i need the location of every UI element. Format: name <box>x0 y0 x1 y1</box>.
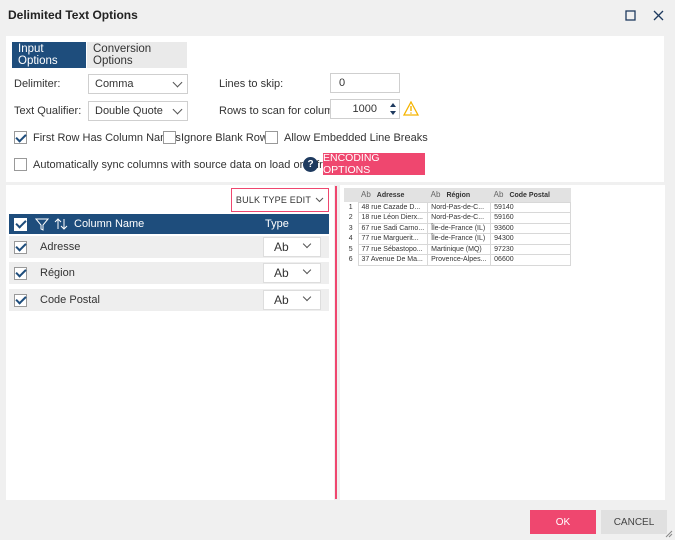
column-row: Code Postal Ab <box>9 289 329 311</box>
cancel-button[interactable]: CANCEL <box>601 510 667 534</box>
first-row-label: First Row Has Column Names <box>33 132 181 144</box>
preview-row: 5 77 rue Sébastopo... Martinique (MQ) 97230 <box>344 243 572 255</box>
bulk-type-edit-button[interactable]: BULK TYPE EDIT <box>231 188 329 212</box>
panel-splitter[interactable] <box>335 186 337 499</box>
chevron-down-icon <box>172 77 183 87</box>
sort-icon[interactable] <box>54 217 68 231</box>
type-value: Ab <box>274 293 289 307</box>
rows-scan-stepper[interactable] <box>389 101 397 117</box>
delimiter-select[interactable]: Comma <box>88 74 188 94</box>
column-name: Région <box>40 267 75 279</box>
chevron-down-icon <box>315 197 324 203</box>
chevron-down-icon <box>302 239 312 249</box>
text-type-icon: Ab <box>493 190 504 200</box>
select-all-checkbox[interactable] <box>14 217 27 231</box>
column-name: Code Postal <box>40 294 100 306</box>
allow-breaks-checkbox[interactable] <box>265 131 278 144</box>
help-icon[interactable]: ? <box>303 157 318 172</box>
type-header: Type <box>265 218 289 230</box>
ignore-blank-checkbox[interactable] <box>163 131 176 144</box>
qualifier-label: Text Qualifier: <box>14 105 82 117</box>
auto-sync-checkbox[interactable] <box>14 158 27 171</box>
preview-row: 2 18 rue Léon Dierx... Nord-Pas-de-C... 591… <box>344 212 572 224</box>
delimiter-value: Comma <box>95 78 134 90</box>
text-type-icon: Ab <box>430 190 441 200</box>
encoding-options-button[interactable]: ENCODING OPTIONS <box>323 152 425 176</box>
column-checkbox[interactable] <box>14 266 27 280</box>
auto-sync-label: Automatically sync columns with source d… <box>33 159 341 171</box>
column-name: Adresse <box>40 241 81 253</box>
preview-col-header: Ab Région <box>427 188 491 202</box>
chevron-down-icon <box>302 265 312 275</box>
preview-row: 4 77 rue Marguerit... Île-de-France (IL) 94… <box>344 233 572 245</box>
input-options-panel: Input Options Conversion Options Delimit… <box>6 36 664 182</box>
column-type-select[interactable]: Ab <box>263 237 321 257</box>
bulk-type-edit-label: BULK TYPE EDIT <box>235 195 312 205</box>
rows-scan-label: Rows to scan for columns: <box>219 105 348 117</box>
preview-col-header: Ab Code Postal <box>490 188 571 202</box>
column-config-panel: BULK TYPE EDIT Column Name Type Adresse … <box>6 185 334 500</box>
column-row: Adresse Ab <box>9 236 329 258</box>
warning-icon <box>402 100 420 119</box>
tab-conversion-options[interactable]: Conversion Options <box>87 42 187 68</box>
preview-col-header: Ab Adresse <box>358 188 428 202</box>
qualifier-select[interactable]: Double Quote <box>88 101 188 121</box>
tab-input-options[interactable]: Input Options <box>12 42 86 68</box>
column-checkbox[interactable] <box>14 293 27 307</box>
chevron-down-icon <box>172 104 183 114</box>
close-icon[interactable] <box>648 6 668 24</box>
allow-breaks-label: Allow Embedded Line Breaks <box>284 132 428 144</box>
window-title: Delimited Text Options <box>8 8 138 22</box>
maximize-icon[interactable] <box>620 6 640 24</box>
rows-scan-input[interactable]: 1000 <box>330 99 400 119</box>
column-checkbox[interactable] <box>14 240 27 254</box>
ignore-blank-label: Ignore Blank Rows <box>181 132 274 144</box>
chevron-down-icon <box>302 292 312 302</box>
delimiter-label: Delimiter: <box>14 78 61 90</box>
ok-button[interactable]: OK <box>530 510 596 534</box>
type-value: Ab <box>274 266 289 280</box>
preview-row: 6 37 Avenue De Ma... Provence-Alpes... 0660… <box>344 254 572 266</box>
column-grid-header: Column Name Type <box>9 214 329 234</box>
resize-grip-icon[interactable] <box>664 529 673 540</box>
preview-table: Ab Adresse Ab Région Ab Code Postal 1 48 rue… <box>344 188 572 266</box>
column-name-header: Column Name <box>74 218 145 230</box>
first-row-checkbox[interactable] <box>14 131 27 144</box>
preview-row: 1 48 rue Cazade D... Nord-Pas-de-C... 59140 <box>344 201 572 213</box>
filter-icon[interactable] <box>35 217 49 231</box>
column-type-select[interactable]: Ab <box>263 263 321 283</box>
column-type-select[interactable]: Ab <box>263 290 321 310</box>
type-value: Ab <box>274 240 289 254</box>
qualifier-value: Double Quote <box>95 105 163 117</box>
text-type-icon: Ab <box>361 190 371 200</box>
lines-skip-input[interactable]: 0 <box>330 73 400 93</box>
lines-skip-label: Lines to skip: <box>219 78 284 90</box>
column-row: Région Ab <box>9 262 329 284</box>
data-preview-panel: Ab Adresse Ab Région Ab Code Postal 1 48 rue… <box>340 185 665 500</box>
preview-row: 3 67 rue Sadi Carno... Île-de-France (IL) 9… <box>344 222 572 234</box>
